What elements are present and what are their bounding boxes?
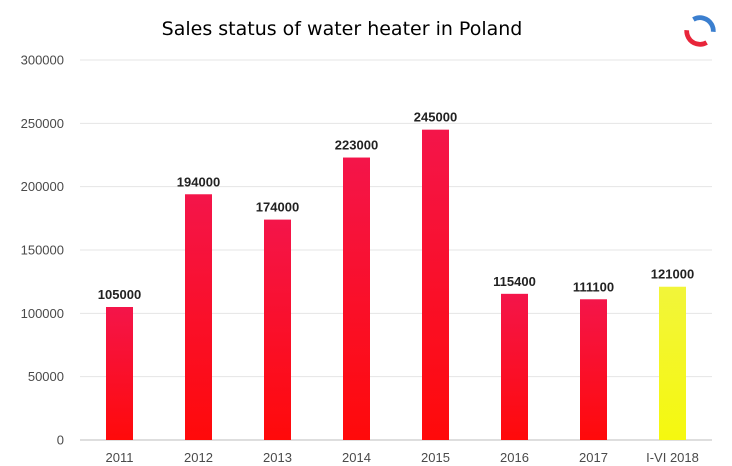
- y-tick-label-2: 100000: [21, 306, 64, 321]
- bar-2017: [580, 299, 607, 440]
- x-tick-label-7: I-VI 2018: [646, 450, 699, 465]
- bar-2012: [185, 194, 212, 440]
- bar-2014: [343, 157, 370, 441]
- data-label-4: 245000: [414, 110, 457, 125]
- data-labels: 105000 194000 174000 223000 245000 115400 1111…: [98, 110, 694, 302]
- bars: [106, 129, 686, 441]
- y-tick-label-0: 0: [57, 433, 64, 448]
- y-tick-label-6: 300000: [21, 53, 64, 68]
- bar-2013: [264, 219, 291, 440]
- bar-2016: [501, 293, 528, 440]
- gridlines: [80, 59, 712, 378]
- brand-logo-icon: [684, 15, 716, 47]
- data-label-2: 174000: [256, 200, 299, 215]
- x-tick-label-3: 2014: [342, 450, 371, 465]
- y-tick-label-5: 250000: [21, 116, 64, 131]
- x-tick-label-1: 2012: [184, 450, 213, 465]
- x-tick-label-6: 2017: [579, 450, 608, 465]
- y-tick-label-3: 150000: [21, 243, 64, 258]
- chart-title: Sales status of water heater in Poland: [161, 18, 523, 40]
- data-label-1: 194000: [177, 174, 220, 189]
- y-tick-label-1: 50000: [28, 369, 64, 384]
- x-tick-label-0: 2011: [106, 450, 134, 465]
- data-label-0: 105000: [98, 287, 141, 302]
- bar-i-vi-2018: [659, 286, 686, 440]
- x-tick-label-5: 2016: [500, 450, 529, 465]
- x-tick-label-4: 2015: [421, 450, 450, 465]
- y-tick-label-4: 200000: [21, 179, 64, 194]
- data-label-5: 115400: [493, 274, 536, 289]
- data-label-7: 121000: [651, 267, 694, 282]
- bar-2015: [422, 129, 449, 440]
- bar-2011: [106, 307, 133, 440]
- data-label-3: 223000: [335, 138, 378, 153]
- x-tick-label-2: 2013: [263, 450, 292, 465]
- data-label-6: 111100: [573, 279, 614, 294]
